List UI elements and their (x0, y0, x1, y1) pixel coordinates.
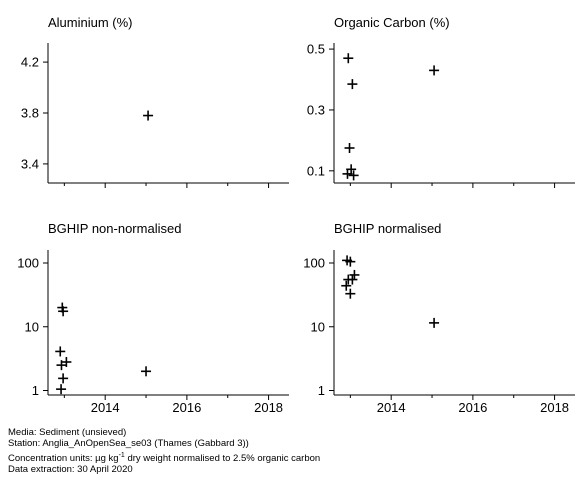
y-tick-label: 100 (17, 256, 39, 271)
y-tick-label: 100 (303, 256, 325, 271)
x-tick-label: 2018 (540, 400, 569, 415)
data-point (58, 306, 69, 317)
data-point (348, 170, 359, 181)
data-point (429, 65, 440, 76)
data-point (343, 53, 354, 64)
panel-title-aluminium: Aluminium (%) (48, 15, 133, 30)
y-tick-label: 0.3 (307, 102, 325, 117)
footer-units-prefix: Concentration units: µg kg (8, 452, 119, 464)
data-point (56, 384, 67, 395)
footer-units-suffix: dry weight normalised to 2.5% organic ca… (124, 452, 321, 464)
footer-media: Media: Sediment (unsieved) (8, 427, 127, 438)
data-point (342, 168, 353, 179)
data-point (141, 366, 152, 377)
y-tick-label: 1 (318, 383, 325, 398)
x-tick-label: 2018 (254, 400, 283, 415)
footer-units-superscript: -1 (118, 451, 125, 459)
x-tick-label: 2014 (377, 400, 406, 415)
footer-units: Concentration units: µg kg-1 dry weight … (8, 450, 320, 465)
footer-station: Station: Anglia_AnOpenSea_se03 (Thames (… (8, 438, 249, 450)
y-tick-label: 3.4 (21, 156, 39, 171)
y-tick-label: 0.5 (307, 42, 325, 57)
panel-title-bghip-non-normalised: BGHIP non-normalised (48, 221, 181, 236)
data-point (429, 317, 440, 328)
panel-aluminium: Aluminium (%) 4.2 3.8 3.4 (21, 15, 289, 188)
panel-bghip-non-normalised: BGHIP non-normalised 100 10 1 2014 2016 2018 (17, 221, 289, 415)
data-point (58, 373, 69, 384)
data-point (347, 274, 358, 285)
x-tick-label: 2014 (91, 400, 120, 415)
y-tick-label: 1 (32, 383, 39, 398)
panel-bghip-normalised: BGHIP normalised 100 10 1 2014 2016 2018 (303, 221, 575, 415)
y-tick-label: 0.1 (307, 163, 325, 178)
data-point (56, 360, 67, 371)
data-point (349, 269, 360, 280)
y-tick-label: 10 (311, 319, 325, 334)
data-point (344, 143, 355, 153)
data-point (345, 288, 356, 299)
x-tick-label: 2016 (458, 400, 487, 415)
data-point (341, 280, 352, 291)
x-tick-label: 2016 (172, 400, 201, 415)
y-tick-label: 10 (25, 319, 39, 334)
chart-footer: Media: Sediment (unsieved) Station: Angl… (8, 427, 320, 476)
data-point (345, 256, 356, 267)
footer-extraction: Data extraction: 30 April 2020 (8, 464, 133, 476)
data-point (347, 79, 358, 90)
data-point (55, 346, 66, 357)
y-tick-label: 4.2 (21, 55, 39, 70)
data-point (143, 110, 154, 121)
panel-organic-carbon: Organic Carbon (%) 0.5 0.3 0.1 (307, 15, 575, 188)
y-tick-label: 3.8 (21, 106, 39, 121)
panel-title-organic-carbon: Organic Carbon (%) (334, 15, 450, 30)
panel-title-bghip-normalised: BGHIP normalised (334, 221, 441, 236)
